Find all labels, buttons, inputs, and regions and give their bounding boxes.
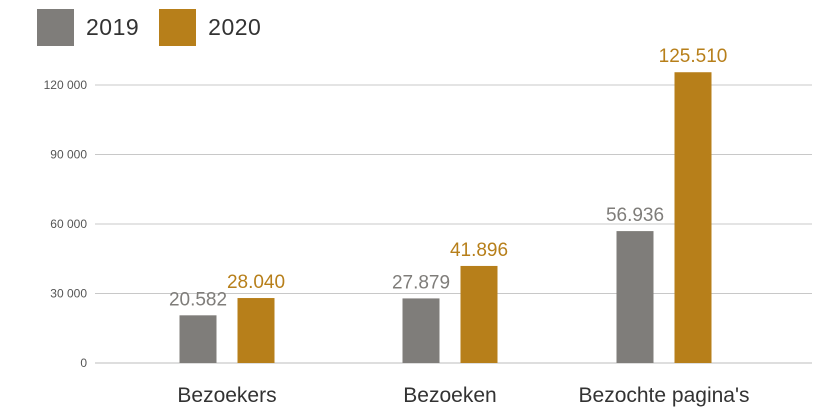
y-tick-label: 0 (80, 356, 87, 370)
category-label-0: Bezoekers (177, 384, 276, 407)
bar-2020-1 (460, 265, 498, 363)
y-tick-label: 90 000 (50, 148, 87, 162)
category-label-2: Bezochte pagina's (579, 384, 750, 407)
data-label-2020-0: 28.040 (227, 272, 285, 293)
data-label-2019-0: 20.582 (169, 289, 227, 310)
y-tick-label: 60 000 (50, 217, 87, 231)
bar-2019-1 (402, 298, 440, 363)
bar-2019-0 (179, 315, 217, 363)
data-label-2020-1: 41.896 (450, 240, 508, 261)
bar-2019-2 (616, 231, 654, 363)
bar-2020-2 (674, 72, 712, 363)
bar-2020-0 (237, 298, 275, 363)
data-label-2020-2: 125.510 (659, 46, 728, 67)
y-tick-label: 120 000 (44, 78, 88, 92)
legend-item-2019: 2019 (37, 9, 139, 46)
category-label-1: Bezoeken (403, 384, 496, 407)
legend-label-2019: 2019 (86, 14, 140, 40)
data-label-2019-1: 27.879 (392, 272, 450, 293)
y-tick-label: 30 000 (50, 287, 87, 301)
legend-swatch-2019 (37, 9, 74, 46)
data-label-2019-2: 56.936 (606, 205, 664, 226)
legend-label-2020: 2020 (208, 14, 262, 40)
legend-swatch-2020 (159, 9, 197, 46)
legend-item-2020: 2020 (159, 9, 261, 46)
legend: 2019 2020 (37, 9, 281, 46)
